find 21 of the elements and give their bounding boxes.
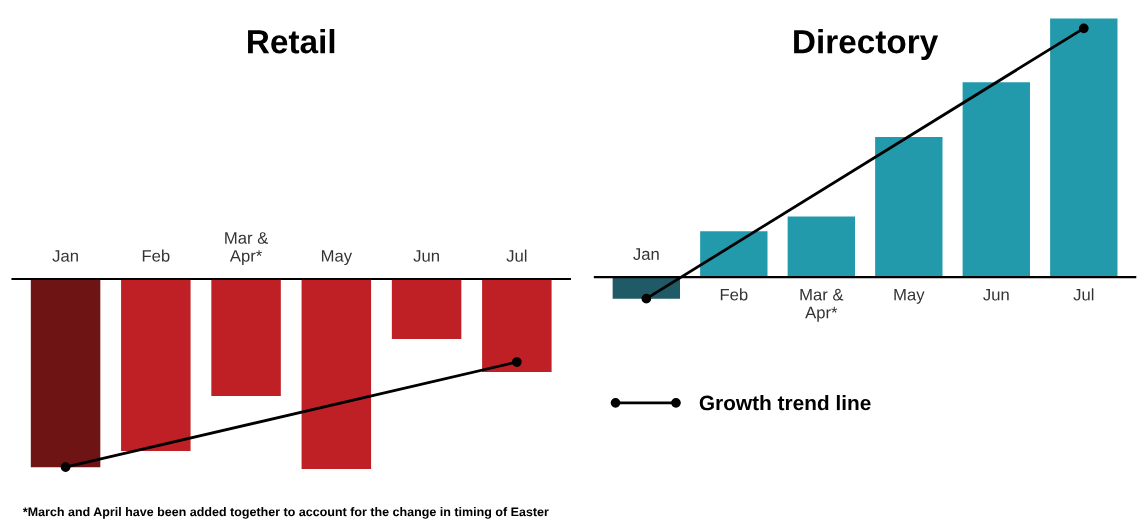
x-tick-label: Mar & Apr* <box>225 232 269 266</box>
x-tick-label: Mar & Apr* <box>800 288 844 322</box>
x-tick-label: Feb <box>142 249 170 262</box>
bar <box>700 231 768 278</box>
x-tick-label: Jun <box>983 288 1009 301</box>
chart-title: Directory <box>794 29 939 61</box>
x-tick-label: Feb <box>720 288 748 301</box>
bar <box>1050 18 1118 278</box>
x-tick-label: May <box>894 288 925 304</box>
x-tick-label: Jun <box>413 250 439 262</box>
legend-label: Growth trend line <box>699 395 871 411</box>
x-tick-label: Jan <box>633 248 659 260</box>
bar <box>962 82 1030 278</box>
bar <box>787 216 855 278</box>
x-tick-label: Jan <box>52 250 78 262</box>
text: *March and April have been added together to account for the change in timing of Easter <box>22 507 549 519</box>
x-tick-label: May <box>321 250 353 266</box>
bar <box>875 136 943 278</box>
x-tick-label: Jul <box>506 249 527 262</box>
chart-title: Retail <box>248 29 335 54</box>
x-tick-label: Jul <box>1073 288 1094 301</box>
